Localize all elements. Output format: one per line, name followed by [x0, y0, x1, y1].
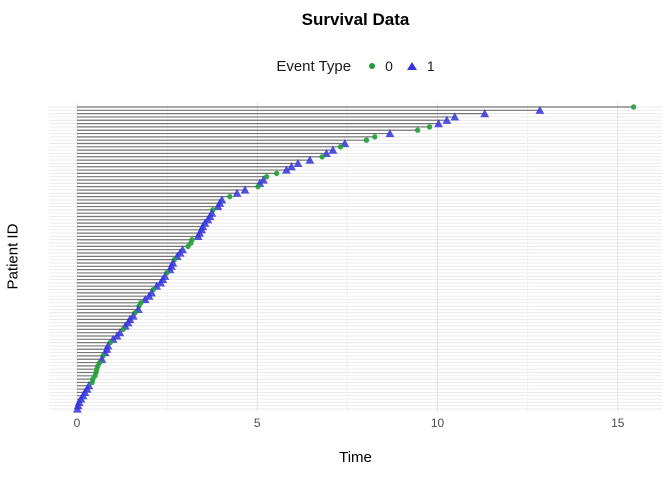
event-marker — [535, 105, 545, 114]
censored-marker — [414, 127, 421, 133]
censored-marker — [89, 379, 95, 386]
censored-marker — [372, 134, 378, 140]
censored-marker — [337, 144, 344, 150]
x-tick-label: 5 — [253, 416, 261, 430]
chart-title: Survival Data — [301, 10, 410, 29]
event-marker — [193, 231, 203, 241]
event-marker — [480, 109, 490, 118]
event-marker — [434, 118, 443, 128]
censored-marker — [120, 326, 126, 333]
event-marker — [72, 404, 82, 413]
x-tick-label: 0 — [73, 416, 81, 430]
censored-marker — [630, 104, 637, 110]
x-tick-label: 15 — [611, 416, 625, 430]
legend-item-label: 0 — [385, 58, 393, 74]
censored-marker — [319, 154, 325, 160]
event-marker — [293, 158, 303, 168]
event-marker — [282, 165, 291, 174]
censored-marker — [185, 243, 191, 250]
censored-marker — [255, 183, 261, 190]
legend: Event Type 0 1 — [49, 54, 662, 78]
event-marker — [305, 155, 315, 164]
event-marker — [328, 145, 338, 154]
event-marker — [287, 162, 296, 171]
legend-item-censored: 0 — [369, 58, 393, 74]
event-marker — [442, 115, 452, 124]
event-marker — [112, 331, 122, 340]
censored-marker — [426, 124, 433, 130]
censored-marker — [363, 137, 370, 143]
event-marker — [232, 188, 242, 197]
x-tick-label: 10 — [430, 416, 445, 430]
event-marker — [156, 278, 166, 287]
event-marker — [144, 291, 154, 300]
censored-marker — [274, 170, 280, 177]
censored-marker — [263, 173, 270, 180]
censored-dot-icon — [369, 63, 376, 69]
legend-item-label: 1 — [426, 58, 435, 74]
event-marker — [450, 112, 460, 121]
event-marker — [385, 128, 395, 138]
event-triangle-icon — [406, 62, 417, 70]
x-axis-label: Time — [339, 449, 372, 466]
censored-marker — [227, 193, 233, 200]
event-marker — [322, 148, 331, 158]
event-marker — [240, 185, 250, 194]
legend-title: Event Type — [276, 57, 352, 75]
event-marker — [213, 201, 223, 211]
event-marker — [340, 138, 350, 148]
legend-item-event: 1 — [406, 58, 435, 74]
event-marker — [140, 294, 150, 304]
